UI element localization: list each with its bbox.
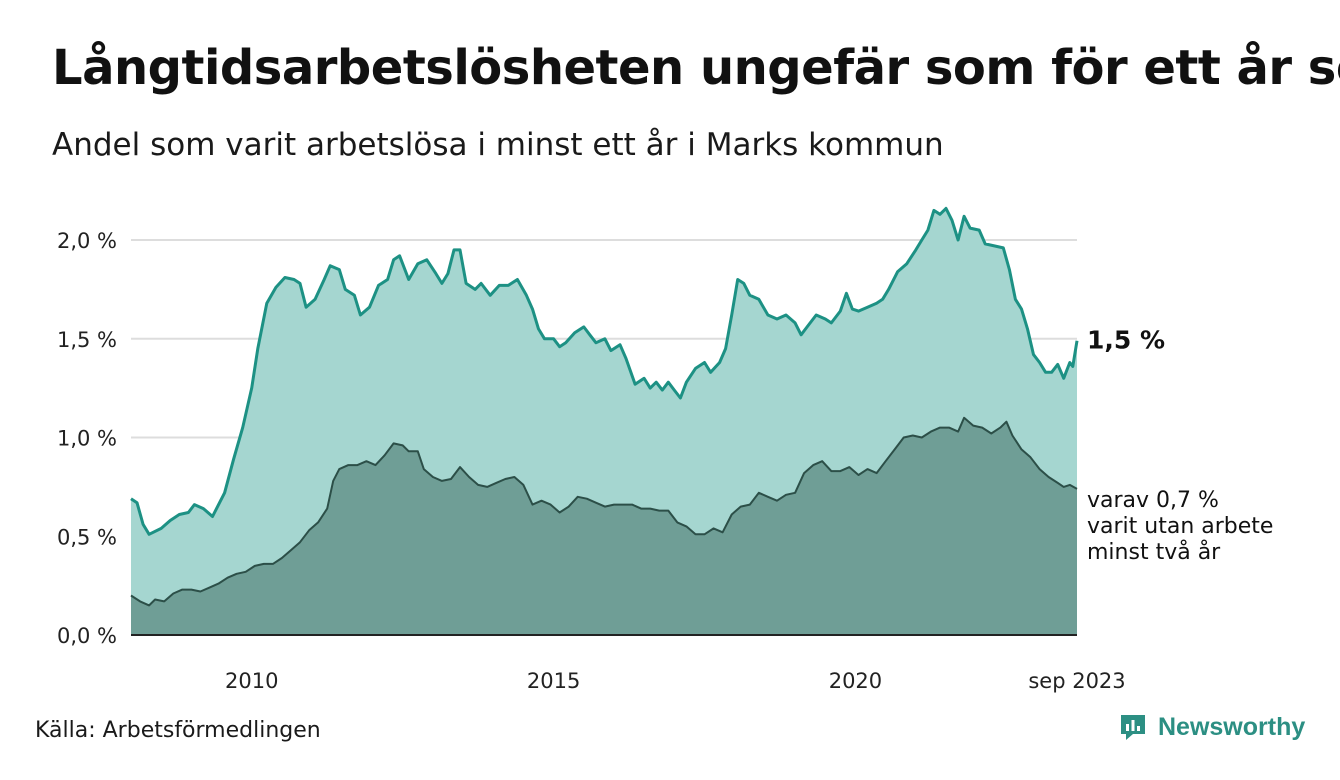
x-tick-label: sep 2023 [1028,669,1125,693]
chart-title: Långtidsarbetslösheten ungefär som för e… [52,40,1340,96]
line-minst-ett-ar [130,206,1079,536]
y-tick-label: 1,5 % [57,328,117,352]
x-tick-label: 2020 [829,669,882,693]
chart-subtitle: Andel som varit arbetslösa i minst ett å… [52,127,944,163]
end-label-line: varav 0,7 % [1087,488,1219,513]
x-axis: 2010 2015 2020 sep 2023 [225,669,1126,693]
line-minst-tva-ar [130,416,1078,607]
y-axis: 0,0 % 0,5 % 1,0 % 1,5 % 2,0 % [57,229,117,648]
y-tick-label: 2,0 % [57,229,117,253]
y-tick-label: 0,5 % [57,525,117,549]
source-note: Källa: Arbetsförmedlingen [35,718,321,743]
x-tick-label: 2015 [527,669,580,693]
y-tick-label: 0,0 % [57,624,117,648]
area-minst-tva-ar [131,417,1077,635]
end-label-line: varit utan arbete [1087,514,1273,539]
end-label-line: minst två år [1087,539,1221,565]
y-tick-label: 1,0 % [57,427,117,451]
brand-logo[interactable]: Newsworthy [1118,712,1305,742]
end-label-minst-ett-ar: 1,5 % [1087,326,1165,355]
x-tick-label: 2010 [225,669,278,693]
newsworthy-logo-icon [1121,715,1145,740]
brand-name: Newsworthy [1158,712,1306,741]
end-label-minst-tva-ar: varav 0,7 % varit utan arbete minst två år [1087,488,1273,565]
